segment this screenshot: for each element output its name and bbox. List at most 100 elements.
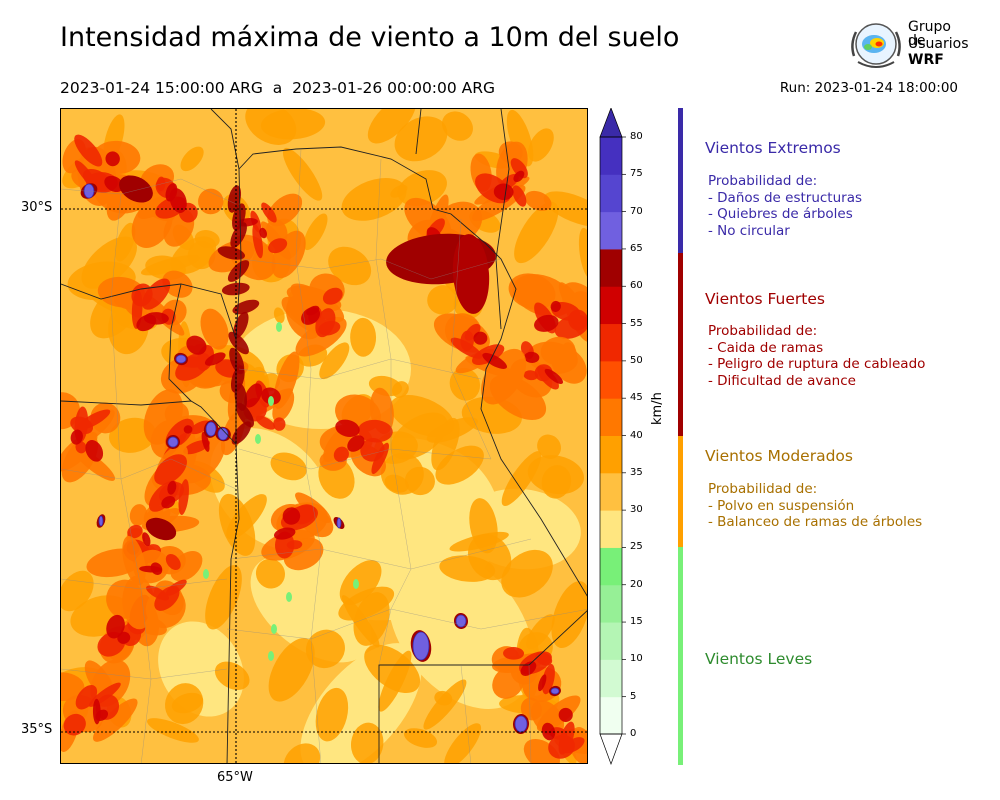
wind-cell xyxy=(252,223,264,259)
colorbar-tick-label: 45 xyxy=(630,392,643,404)
wind-cell xyxy=(255,415,276,430)
logo-text-line3: WRF xyxy=(908,52,944,68)
wind-cell xyxy=(117,631,131,644)
wind-cell xyxy=(524,190,552,211)
wind-cell xyxy=(200,308,229,350)
wind-cell xyxy=(544,368,563,384)
wind-cell xyxy=(364,644,421,694)
desc-line: - Quiebres de árboles xyxy=(708,206,853,222)
wind-cell xyxy=(61,570,94,612)
lat-label-35s: 35°S xyxy=(21,722,53,737)
desc-line: - No circular xyxy=(708,222,790,239)
wind-cell xyxy=(74,134,103,167)
extreme-wind-cell xyxy=(336,517,342,529)
wind-cell xyxy=(70,429,83,445)
wind-cell xyxy=(540,336,576,365)
colorbar-segment xyxy=(600,584,622,623)
wind-cell xyxy=(305,629,345,669)
wind-cell xyxy=(514,201,559,264)
wind-cell xyxy=(335,419,360,437)
wind-cell xyxy=(106,614,125,639)
wind-cell xyxy=(180,146,204,172)
desc-line: - Caida de ramas xyxy=(708,339,824,356)
light-wind-cell xyxy=(268,396,274,406)
wind-cell xyxy=(194,230,220,249)
wind-cell xyxy=(105,151,120,167)
wind-cell xyxy=(473,331,488,345)
wind-cell xyxy=(450,337,483,359)
wind-cell xyxy=(538,674,547,692)
wind-cell xyxy=(394,116,448,162)
wind-cell xyxy=(319,342,350,380)
wind-cell xyxy=(145,517,177,541)
wind-cell xyxy=(204,352,226,366)
wind-cell xyxy=(441,111,473,141)
colorbar-tick-label: 0 xyxy=(630,728,637,739)
wind-cell xyxy=(167,480,177,495)
extreme-wind-cell xyxy=(217,427,229,441)
wind-cell xyxy=(341,595,380,648)
colorbar-tick-label: 5 xyxy=(630,690,637,702)
wind-cell xyxy=(268,238,288,254)
wind-cell xyxy=(464,323,481,341)
wind-cell xyxy=(236,402,254,428)
colorbar-segment xyxy=(600,174,622,213)
department-borders xyxy=(61,148,587,763)
wind-cell xyxy=(92,698,138,742)
wind-cell xyxy=(493,183,514,201)
wind-cell xyxy=(534,364,553,382)
wind-cell xyxy=(423,679,467,730)
wind-cell xyxy=(360,437,385,462)
wind-cell xyxy=(183,425,193,434)
wind-cell xyxy=(104,175,124,193)
colorbar-unit-label: km/h xyxy=(650,392,665,425)
wind-cell xyxy=(85,440,104,462)
light-wind-cell xyxy=(271,624,277,634)
wind-cell xyxy=(449,367,481,401)
wind-cell xyxy=(523,370,539,381)
colorbar-tick-label: 25 xyxy=(630,541,643,553)
colorbar-tick-label: 60 xyxy=(630,280,643,292)
desc-line: - Dificultad de avance xyxy=(708,372,856,389)
wind-cell xyxy=(550,300,561,312)
colorbar-tick-label: 15 xyxy=(630,616,643,628)
wind-cell xyxy=(273,527,296,540)
wind-cell xyxy=(350,722,384,763)
wind-cell xyxy=(150,562,163,575)
wind-cell xyxy=(227,185,242,213)
wind-cell xyxy=(551,581,587,648)
wind-cell xyxy=(501,451,542,506)
wind-cell xyxy=(230,222,247,248)
colorbar-segment xyxy=(600,622,622,660)
wind-cell xyxy=(541,722,556,741)
wind-cell xyxy=(165,553,181,571)
wind-cell xyxy=(482,352,507,369)
colorbar-tick-label: 10 xyxy=(630,653,643,665)
colorbar-tick-label: 75 xyxy=(630,168,643,180)
light-wind-cell xyxy=(353,579,359,589)
logo-text-line1: Grupo de xyxy=(908,19,951,49)
wind-cell xyxy=(273,307,285,324)
wind-cell xyxy=(397,170,447,207)
wind-cell xyxy=(131,283,153,307)
wind-cell xyxy=(186,335,207,355)
wind-cell xyxy=(468,534,512,581)
wind-cell xyxy=(524,351,540,363)
wind-cell xyxy=(534,314,559,332)
wind-cell xyxy=(260,109,326,140)
colorbar-extend-max xyxy=(599,107,623,138)
wind-cell xyxy=(232,299,260,315)
map-title: Intensidad máxima de viento a 10m del su… xyxy=(60,22,680,53)
wind-cell xyxy=(233,311,249,339)
wind-cell xyxy=(228,331,249,355)
extreme-wind-cell xyxy=(205,421,217,437)
desc-line: - Peligro de ruptura de cableado xyxy=(708,356,926,372)
category-bar-extremos xyxy=(678,108,683,253)
wind-cell xyxy=(578,227,587,279)
wind-cell xyxy=(501,549,553,598)
wind-cell xyxy=(95,709,109,722)
wind-cell xyxy=(142,532,151,547)
wind-cell xyxy=(404,466,435,496)
wind-cell xyxy=(214,661,250,690)
wind-cell xyxy=(303,213,328,251)
